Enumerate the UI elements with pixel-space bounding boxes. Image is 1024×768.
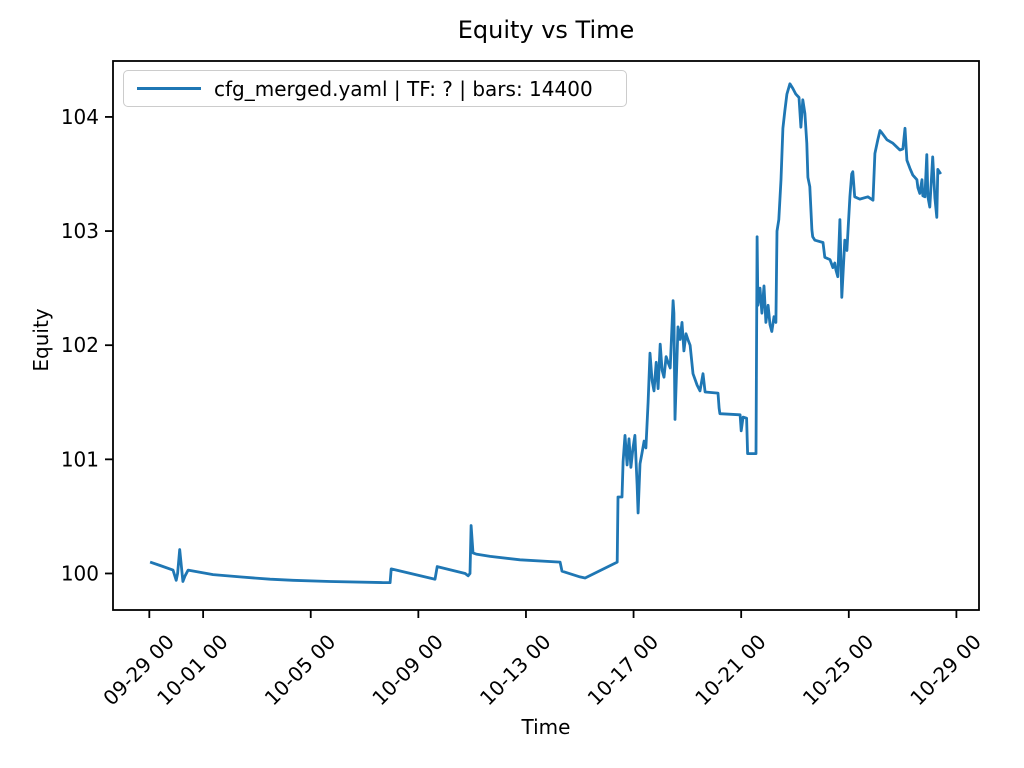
legend-label: cfg_merged.yaml | TF: ? | bars: 14400	[214, 76, 593, 101]
y-tick-label: 103	[61, 219, 99, 243]
y-tick-label: 100	[61, 561, 99, 585]
x-tick-label: 10-25 00	[798, 630, 879, 711]
x-axis-label: Time	[521, 715, 571, 739]
chart-title: Equity vs Time	[457, 16, 635, 44]
equity-line	[149, 82, 942, 584]
x-tick-label: 10-05 00	[260, 630, 341, 711]
y-tick-label: 101	[61, 447, 99, 471]
legend-line-sample	[137, 86, 201, 91]
x-tick-label: 10-17 00	[583, 630, 664, 711]
x-tick-label: 10-29 00	[905, 630, 986, 711]
y-tick-label: 104	[61, 105, 99, 129]
x-tick-label: 10-13 00	[475, 630, 556, 711]
x-tick-label: 10-09 00	[367, 630, 448, 711]
x-tick-label: 10-21 00	[690, 630, 771, 711]
legend-box: cfg_merged.yaml | TF: ? | bars: 14400	[123, 70, 627, 107]
y-tick-label: 102	[61, 333, 99, 357]
y-axis-label: Equity	[29, 308, 53, 372]
plot-frame	[112, 60, 980, 611]
